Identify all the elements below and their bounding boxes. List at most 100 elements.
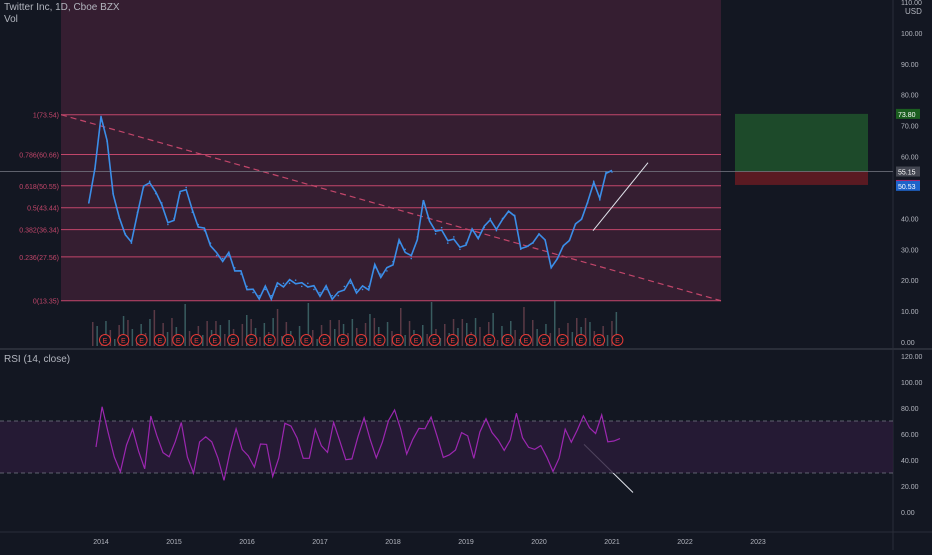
rsi-legend[interactable]: RSI (14, close) [4,354,70,366]
volume-label[interactable]: Vol [4,14,18,25]
volume-bar [532,320,534,346]
price-point-83 [592,180,595,183]
price-point-40 [331,294,333,297]
price-line [88,116,613,302]
price-point-84 [599,199,601,201]
price-badge-label-0: 73.80 [898,112,916,119]
volume-bar [584,318,587,346]
price-axis-label-3: 80.00 [901,93,919,100]
volume-bar [338,320,340,346]
target-zone [735,113,868,172]
volume-bar [422,325,424,346]
price-axis-label-4: 70.00 [901,124,919,131]
volume-bar [224,334,226,346]
volume-bar [276,309,279,346]
volume-bar [364,323,367,346]
earnings-marker-label-6: E [212,338,217,345]
volume-bar [285,322,288,346]
price-point-55 [422,202,425,204]
volume-bar [105,321,107,346]
currency-label: USD [905,7,922,16]
earnings-marker-7 [227,334,240,346]
volume-bar [386,322,389,346]
volume-bar [430,302,433,346]
volume-bar [122,316,125,346]
volume-bar [272,318,274,346]
earnings-marker-label-4: E [176,338,181,345]
ticker-legend[interactable]: Twitter Inc, 1D, Cboe BZX Vol [4,2,120,26]
volume-bar [426,334,428,346]
earnings-marker-label-0: E [103,338,108,345]
time-axis-label-9: 2023 [750,539,766,546]
volume-bar [611,321,613,346]
volume-bar [316,339,318,346]
price-badge-4 [896,180,920,191]
rsi-label[interactable]: RSI (14, close) [4,354,71,365]
stop-zone [735,171,868,185]
earnings-marker-label-1: E [121,338,126,345]
volume-bar [281,336,283,346]
volume-bar [452,319,455,346]
price-point-6 [124,233,127,235]
volume-bar [298,326,301,346]
rsi-axis-label-6: 0.00 [901,510,915,517]
price-point-78 [562,245,565,247]
price-point-41 [337,294,340,297]
volume-bar [439,338,442,346]
volume-bar [219,325,222,346]
earnings-marker-18 [428,334,441,346]
price-point-60 [453,236,455,238]
price-point-76 [550,267,552,269]
time-axis-label-1: 2015 [166,539,182,546]
earnings-marker-2 [135,334,148,346]
price-axis-label-0: 110.00 [901,0,922,7]
price-point-85 [605,171,607,173]
volume-bar [369,314,371,346]
price-point-10 [148,180,151,183]
earnings-marker-20 [465,334,477,346]
earnings-marker-22 [501,334,514,346]
symbol-title[interactable]: Twitter Inc, 1D, Cboe BZX [4,2,120,13]
volume-bar [149,319,151,346]
price-point-53 [410,257,413,260]
volume-bar [307,303,310,346]
price-axis-label-7: 40.00 [901,216,919,223]
price-point-31 [276,285,279,288]
volume-bar [408,321,411,346]
price-point-70 [513,214,516,217]
price-point-46 [367,285,370,288]
volume-bar [461,319,464,346]
volume-bar [404,335,406,346]
rsi-axis-label-1: 100.00 [901,380,923,387]
price-point-22 [221,257,224,260]
volume-bar [334,329,336,346]
price-point-81 [580,217,583,220]
time-axis-label-8: 2022 [677,539,693,546]
volume-bar [259,337,261,346]
rsi-axis-label-0: 120.00 [901,354,923,361]
rsi-axis-label-2: 80.00 [901,406,919,413]
volume-bar [228,320,230,346]
earnings-marker-28 [611,334,624,346]
earnings-marker-6 [208,334,221,346]
volume-bar [215,321,217,346]
time-axis-label-7: 2021 [604,539,620,546]
earnings-marker-9 [263,334,276,346]
volume-bar [488,322,490,346]
price-point-29 [264,288,267,291]
volume-bar [188,331,191,346]
volume-bar [312,330,314,346]
earnings-marker-label-13: E [341,338,346,345]
earnings-marker-label-15: E [377,338,382,345]
price-point-56 [428,217,431,220]
volume-bar [444,324,446,346]
price-point-58 [440,226,443,229]
earnings-marker-label-5: E [194,338,199,345]
price-axis-label-11: 0.00 [901,340,915,347]
fib-retracement-zone [61,0,721,301]
price-point-52 [404,248,406,251]
price-point-4 [112,192,114,195]
price-point-7 [130,242,133,244]
